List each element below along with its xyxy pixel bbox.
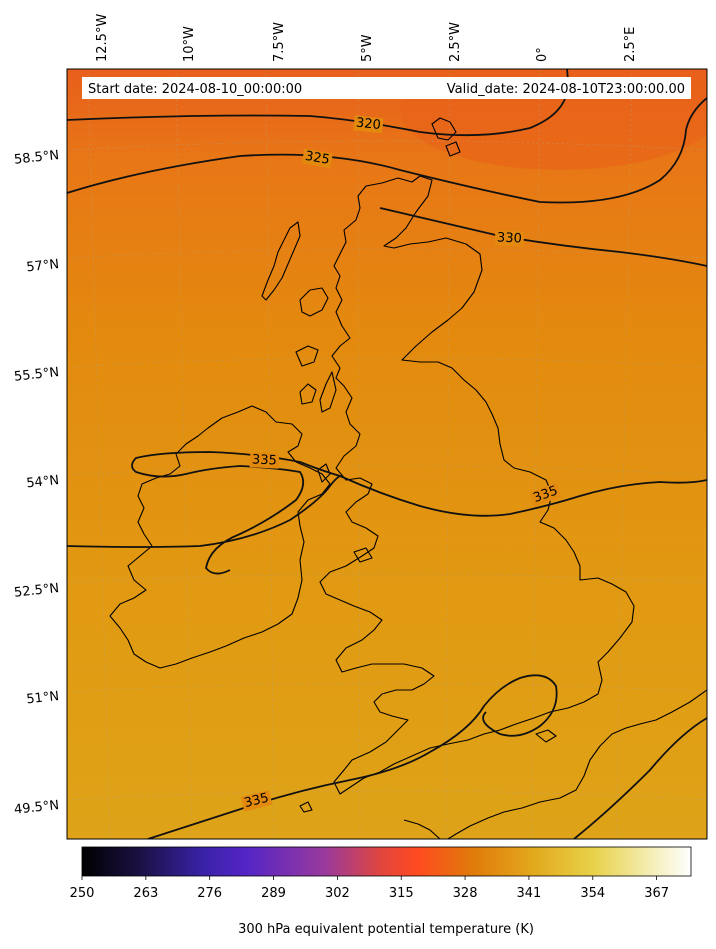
anglesey xyxy=(353,547,373,563)
ireland-coast xyxy=(109,405,331,669)
contour-320 xyxy=(67,69,569,137)
longitude-label: 10°W xyxy=(182,26,197,62)
continent-coast xyxy=(447,689,707,839)
graticule xyxy=(67,69,707,839)
colorbar-title: 300 hPa equivalent potential temperature… xyxy=(238,922,534,937)
contour-label-background xyxy=(301,148,333,169)
contour-label-background xyxy=(249,452,280,469)
contour-label: 335 xyxy=(243,791,271,812)
latitude-label: 58.5°N xyxy=(13,148,59,168)
contour-335-south xyxy=(147,674,558,839)
longitude-label: 2.5°W xyxy=(448,22,463,62)
contour-label-background xyxy=(353,115,384,134)
longitude-label: 12.5°W xyxy=(95,14,110,62)
map-frame xyxy=(66,68,708,840)
skye-island xyxy=(299,287,329,317)
mull-island xyxy=(295,345,319,367)
latitude-label: 52.5°N xyxy=(13,581,59,601)
contour-label: 325 xyxy=(304,149,331,168)
orkney-islands xyxy=(431,117,461,157)
colorbar-tick-label: 263 xyxy=(133,886,158,901)
kintyre xyxy=(319,371,337,413)
contour-335-east xyxy=(339,475,707,517)
longitude-label: 5°W xyxy=(360,34,375,62)
start-date-label: Start date: 2024-08-10_00:00:00 xyxy=(88,82,302,97)
longitude-label: 2.5°E xyxy=(623,27,638,62)
contour-lines xyxy=(67,69,707,839)
scilly-and-cornwall-tip xyxy=(299,801,313,813)
isle-of-man xyxy=(317,463,331,483)
contour-label: 335 xyxy=(252,452,278,468)
contour-label-background xyxy=(494,230,525,247)
contour-label-background xyxy=(529,482,562,507)
contour-label: 320 xyxy=(355,116,381,134)
contour-335-southeast xyxy=(573,717,707,839)
great-britain-coast xyxy=(319,175,635,795)
colorbar-tick-label: 302 xyxy=(325,886,350,901)
longitude-label: 7.5°W xyxy=(272,22,287,62)
latitude-label: 51°N xyxy=(26,689,60,707)
islay-island xyxy=(299,383,317,405)
valid-date-label: Valid_date: 2024-08-10T23:00:00.00 xyxy=(447,82,685,97)
colorbar xyxy=(81,846,692,877)
longitude-label: 0° xyxy=(535,47,550,62)
colorbar-tick-label: 250 xyxy=(70,886,95,901)
latitude-label: 54°N xyxy=(26,473,60,491)
contour-325 xyxy=(67,97,707,204)
coastlines xyxy=(109,117,707,839)
colorbar-tick-label: 354 xyxy=(580,886,605,901)
contour-label: 330 xyxy=(497,230,523,246)
date-annotation-box xyxy=(82,77,691,99)
colorbar-tick-label: 315 xyxy=(389,886,414,901)
brittany-coast xyxy=(403,819,441,839)
colorbar-tick-label: 367 xyxy=(644,886,669,901)
contour-335-loop xyxy=(67,451,343,575)
contour-label-group: 320 325 330 335 335 335 xyxy=(240,115,562,812)
colorbar-tick-label: 289 xyxy=(261,886,286,901)
latitude-labels: 58.5°N 57°N 55.5°N 54°N 52.5°N 51°N 49.5… xyxy=(13,148,59,818)
temperature-field xyxy=(67,69,707,839)
contour-label-background xyxy=(240,790,273,812)
colorbar-tick-label: 341 xyxy=(517,886,542,901)
latitude-label: 57°N xyxy=(26,257,60,275)
contour-330 xyxy=(379,207,707,267)
latitude-label: 55.5°N xyxy=(13,365,59,385)
colorbar-tick-label: 276 xyxy=(197,886,222,901)
isle-of-wight xyxy=(535,729,557,743)
colorbar-tick-label: 328 xyxy=(453,886,478,901)
outer-hebrides xyxy=(261,221,301,301)
latitude-label: 49.5°N xyxy=(13,798,59,818)
longitude-labels: 12.5°W 10°W 7.5°W 5°W 2.5°W 0° 2.5°E xyxy=(95,14,638,62)
colorbar-ticks: 250 263 276 289 302 315 328 341 354 367 xyxy=(70,876,669,901)
